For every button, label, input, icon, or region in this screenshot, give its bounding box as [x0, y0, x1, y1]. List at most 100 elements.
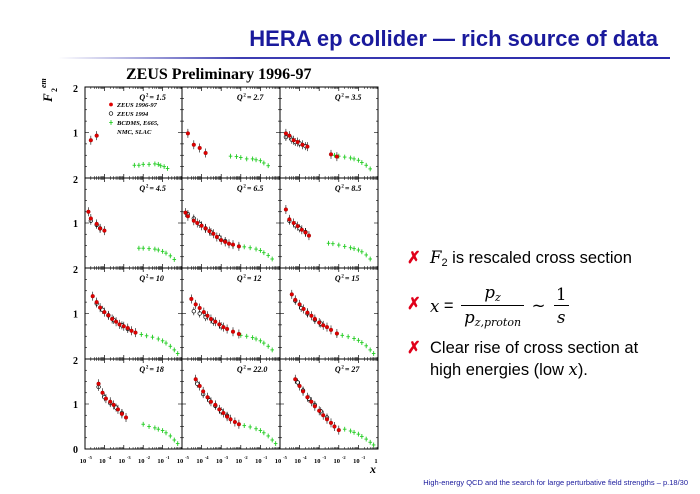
- zeus9697-point: [217, 407, 222, 412]
- slide-footer: High-energy QCD and the search for large…: [423, 478, 688, 487]
- cross-mark-icon: ✗: [407, 339, 421, 357]
- panel-frame: [181, 267, 281, 360]
- q2-label: Q 2 = 8.5: [335, 184, 362, 193]
- x-tick-label: 10-5: [177, 455, 190, 465]
- x-tick-base: 10: [138, 458, 145, 465]
- zeus9697-point: [191, 218, 196, 223]
- y-tick-label-1: 1: [73, 219, 78, 230]
- bullet-rise-statement: ✗ Clear rise of cross section at high en…: [407, 338, 677, 381]
- one-numerator: 1: [556, 285, 567, 304]
- x-tick-base: 10: [275, 458, 282, 465]
- zeus9697-point: [334, 331, 339, 336]
- zeus9697-point: [293, 377, 298, 382]
- zeus9697-point: [317, 320, 322, 325]
- y-axis-label-sub: 2: [50, 88, 59, 92]
- q2-label-exp: 2: [341, 275, 344, 280]
- panel-frame: [279, 267, 379, 360]
- q2-label-exp: 2: [146, 94, 149, 99]
- x-tick-base: 10: [353, 458, 360, 465]
- q2-label-q: Q: [237, 93, 243, 102]
- x-tick-exponent: -3: [322, 455, 326, 460]
- q2-label-q: Q: [139, 274, 145, 283]
- zeus9697-point: [328, 420, 334, 425]
- sim-sign: ∼: [527, 297, 551, 315]
- zeus9697-point: [117, 322, 122, 327]
- zeus9697-point: [110, 316, 115, 322]
- zeus9697-point: [309, 313, 314, 318]
- q2-label-value: = 18: [149, 365, 164, 374]
- zeus94-point: [191, 309, 196, 314]
- zeus9697-point: [111, 402, 116, 407]
- q2-label-value: = 8.5: [345, 184, 362, 193]
- x-tick-exponent: -1: [362, 455, 366, 460]
- q2-label-q: Q: [237, 274, 243, 283]
- zeus9697-point: [293, 297, 298, 302]
- zeus9697-point: [94, 300, 99, 305]
- q2-label: Q 2 = 1.5: [139, 93, 166, 102]
- zeus9697-point: [221, 410, 226, 416]
- x-tick-label: 10-1: [353, 455, 366, 465]
- zeus9697-point: [297, 383, 302, 389]
- zeus9697-point: [230, 329, 236, 334]
- x-tick-base: 10: [294, 458, 301, 465]
- zeus9697-point: [309, 399, 314, 404]
- q2-label-q: Q: [237, 365, 243, 374]
- zeus9697-point: [324, 325, 330, 330]
- x-tick-exponent: -5: [185, 455, 189, 460]
- zeus9697-point: [108, 399, 113, 404]
- zeus9697-point: [100, 390, 105, 395]
- pz-proton-subscript: z,proton: [474, 316, 522, 329]
- zeus9697-point: [193, 302, 198, 307]
- q2-label-q: Q: [139, 93, 145, 102]
- q2-label-q: Q: [139, 365, 145, 374]
- x-tick-base: 1: [374, 458, 377, 465]
- q2-label-value: = 1.5: [149, 93, 166, 102]
- zeus9697-point: [123, 415, 129, 420]
- y-tick-label-0: 0: [73, 445, 78, 456]
- zeus9697-point: [129, 328, 134, 333]
- zeus9697-point: [197, 145, 202, 151]
- panel-frame: [279, 358, 379, 450]
- zeus9697-point: [230, 242, 236, 247]
- x-tick-exponent: -3: [127, 455, 131, 460]
- zeus9697-point: [191, 142, 196, 147]
- zeus9697-point: [289, 292, 294, 297]
- x-tick-label: 10-4: [196, 455, 209, 465]
- zeus9697-point: [195, 220, 200, 226]
- q2-label: Q 2 = 10: [139, 274, 164, 283]
- x-tick-base: 10: [255, 458, 262, 465]
- x-tick-base: 10: [177, 458, 184, 465]
- q2-label-value: = 6.5: [247, 184, 264, 193]
- s-denominator: s: [554, 305, 569, 327]
- panel-q2-15: Q 2 = 15: [279, 267, 379, 360]
- momentum-fraction: pz pz,proton: [461, 283, 525, 329]
- zeus9697-point: [201, 389, 206, 394]
- bullet-f2-definition: ✗ F2 is rescaled cross section: [407, 248, 677, 274]
- zeus9697-point: [98, 305, 103, 310]
- q2-label: Q 2 = 2.7: [237, 93, 265, 102]
- x-tick-exponent: -1: [264, 455, 268, 460]
- zeus9697-point: [201, 310, 206, 315]
- zeus94-point: [295, 380, 300, 385]
- zeus9697-point: [328, 152, 334, 157]
- inverse-s-fraction: 1 s: [553, 285, 570, 327]
- x-tick-base: 10: [334, 458, 341, 465]
- zeus9697-point: [205, 313, 210, 318]
- panel-q2-3-5: Q 2 = 3.5: [279, 86, 379, 179]
- y-axis-label-sup: em: [39, 78, 48, 88]
- legend-label: NMC, SLAC: [116, 129, 152, 136]
- y-tick-label-2: 2: [73, 356, 78, 367]
- q2-label-exp: 2: [243, 366, 246, 371]
- q2-label: Q 2 = 12: [237, 274, 262, 283]
- panel-q2-10: Q 2 = 10: [84, 267, 183, 360]
- x-tick-exponent: -1: [166, 455, 170, 460]
- zeus9697-point: [297, 302, 302, 307]
- zeus9697-point: [312, 404, 317, 409]
- q2-label-exp: 2: [341, 366, 344, 371]
- legend-label: ZEUS 1994: [116, 111, 149, 118]
- cross-mark-icon: ✗: [407, 295, 421, 313]
- q2-label: Q 2 = 22.0: [237, 365, 268, 374]
- x-tick-exponent: -5: [88, 455, 92, 460]
- equals-sign: =: [439, 296, 459, 315]
- zeus9697-point: [207, 229, 212, 234]
